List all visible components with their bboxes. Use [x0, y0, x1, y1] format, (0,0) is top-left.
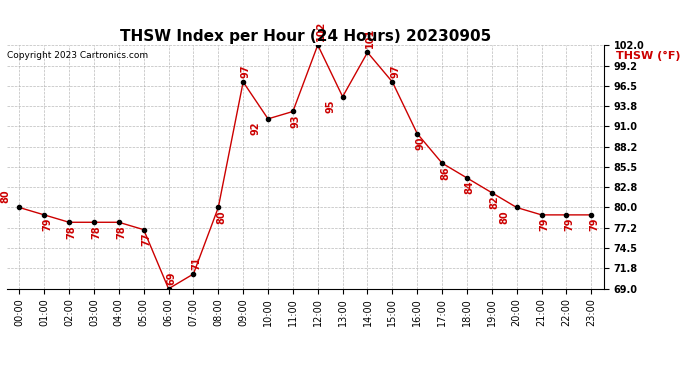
- Text: 78: 78: [117, 225, 126, 238]
- Title: THSW Index per Hour (24 Hours) 20230905: THSW Index per Hour (24 Hours) 20230905: [119, 29, 491, 44]
- Text: Copyright 2023 Cartronics.com: Copyright 2023 Cartronics.com: [7, 51, 148, 60]
- Text: 92: 92: [250, 122, 261, 135]
- Text: 79: 79: [540, 217, 549, 231]
- Text: 79: 79: [589, 217, 599, 231]
- Text: 97: 97: [390, 64, 400, 78]
- Text: 86: 86: [440, 166, 450, 180]
- Text: 101: 101: [365, 28, 375, 48]
- Text: 95: 95: [325, 99, 335, 113]
- Text: 80: 80: [1, 190, 10, 203]
- Text: 78: 78: [67, 225, 77, 238]
- Text: 93: 93: [290, 114, 301, 128]
- Text: 78: 78: [92, 225, 101, 238]
- Text: 80: 80: [499, 210, 509, 224]
- Text: 102: 102: [315, 21, 326, 41]
- Text: 82: 82: [490, 195, 500, 209]
- Text: 71: 71: [191, 256, 201, 270]
- Text: 84: 84: [465, 181, 475, 194]
- Text: THSW (°F): THSW (°F): [616, 51, 681, 61]
- Text: 79: 79: [42, 217, 52, 231]
- Text: 69: 69: [166, 271, 177, 285]
- Text: 80: 80: [216, 210, 226, 224]
- Text: 97: 97: [241, 64, 251, 78]
- Text: 77: 77: [141, 232, 152, 246]
- Text: 90: 90: [415, 136, 425, 150]
- Text: 79: 79: [564, 217, 574, 231]
